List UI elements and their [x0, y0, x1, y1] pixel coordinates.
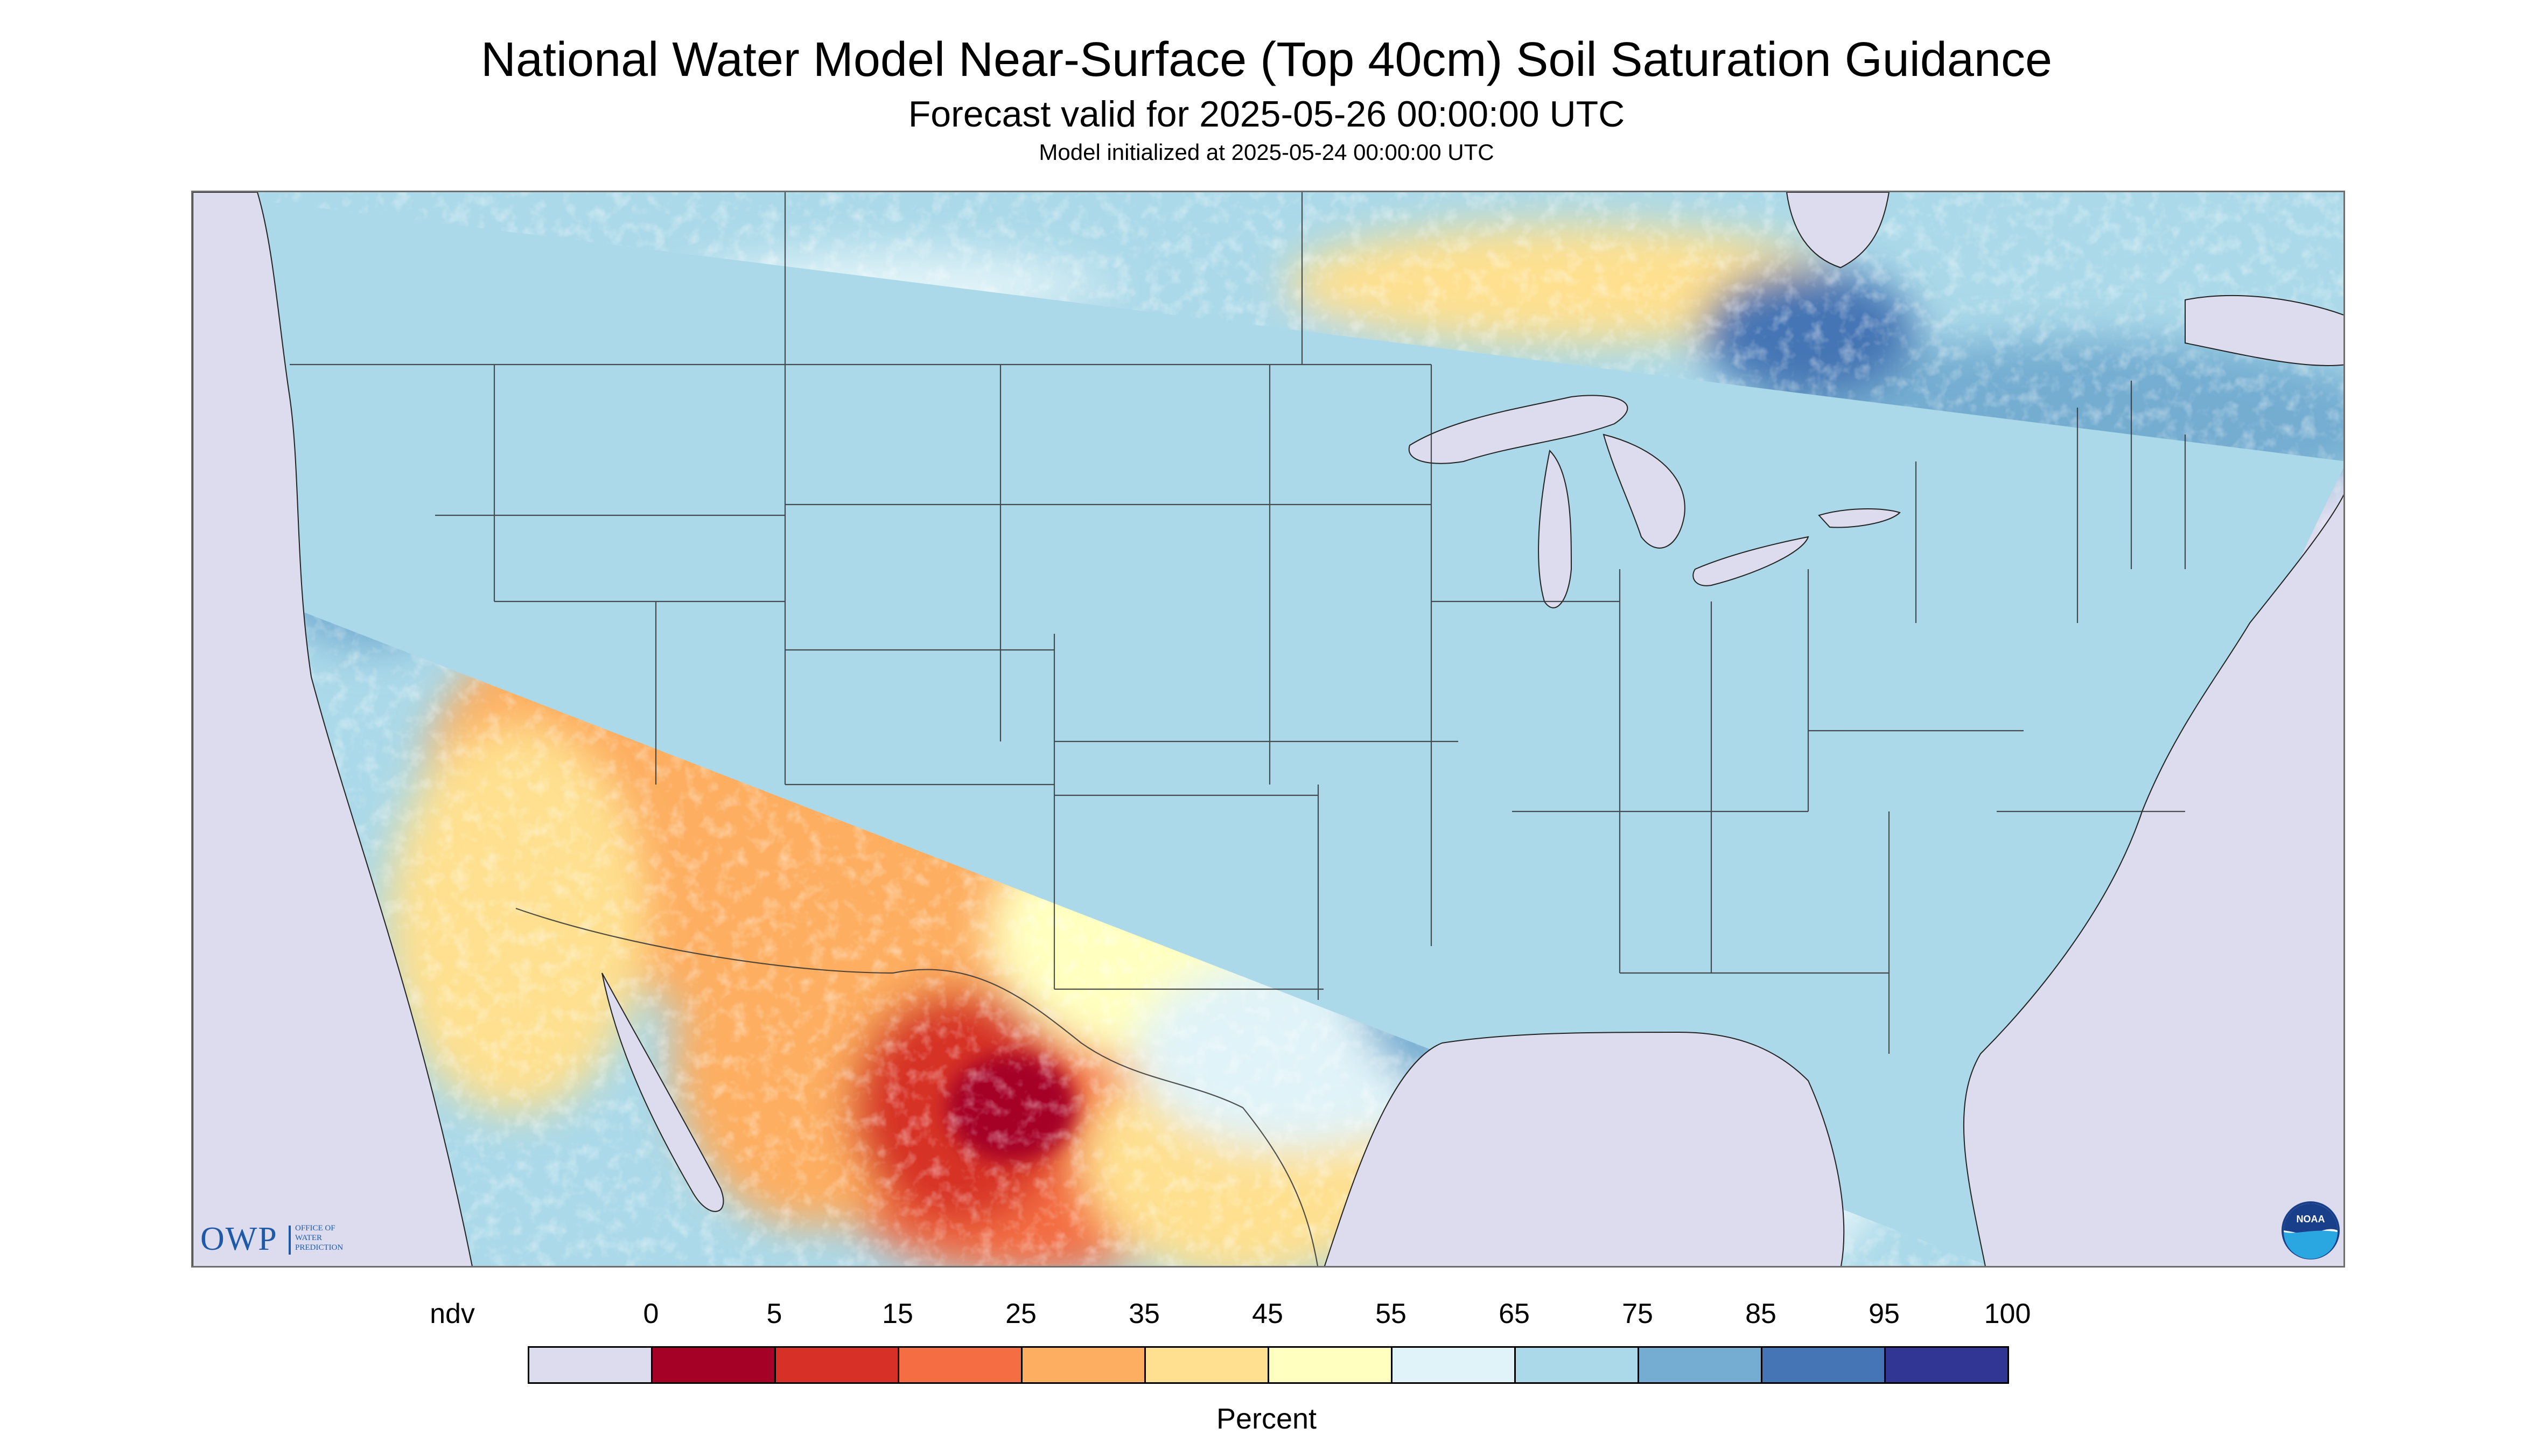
soil-saturation-map [191, 191, 2345, 1268]
colorbar-tick-15: 15 [882, 1298, 913, 1329]
owp-subtitle: OFFICE OF WATER PREDICTION [295, 1223, 376, 1252]
colorbar-swatch-35-45 [1144, 1346, 1269, 1384]
colorbar-tick-65: 65 [1499, 1298, 1530, 1329]
colorbar-swatch-65-75 [1514, 1346, 1639, 1384]
political-boundaries [290, 192, 2186, 1266]
model-initialized-note: Model initialized at 2025-05-24 00:00:00… [1039, 139, 1494, 165]
colorbar-legend: ndv 0 5 15 25 35 45 55 65 75 85 95 100 Percent [0, 1292, 2533, 1454]
owp-divider [289, 1226, 291, 1255]
map-canvas [193, 192, 2343, 1266]
owp-line2: WATER [295, 1234, 322, 1242]
colorbar-tick-25: 25 [1005, 1298, 1037, 1329]
colorbar-tick-75: 75 [1622, 1298, 1653, 1329]
colorbar-swatch-15-25 [898, 1346, 1023, 1384]
colorbar-swatch-45-55 [1268, 1346, 1393, 1384]
owp-line3: PREDICTION [295, 1243, 344, 1252]
colorbar-tick-45: 45 [1252, 1298, 1283, 1329]
colorbar-tick-35: 35 [1129, 1298, 1160, 1329]
colorbar-swatch-5-15 [774, 1346, 899, 1384]
owp-logo: OWP OFFICE OF WATER PREDICTION [200, 1222, 373, 1261]
colorbar-tick-ndv: ndv [430, 1298, 475, 1329]
colorbar-title: Percent [1216, 1403, 1317, 1435]
colorbar-tick-0: 0 [643, 1298, 659, 1329]
owp-wordmark: OWP [200, 1221, 278, 1257]
owp-line1: OFFICE OF [295, 1224, 335, 1233]
colorbar-swatch-25-35 [1021, 1346, 1146, 1384]
colorbar-swatch-0-5 [651, 1346, 776, 1384]
colorbar-swatch-ndv [528, 1346, 653, 1384]
colorbar-tick-100: 100 [1984, 1298, 2031, 1329]
colorbar-tick-85: 85 [1745, 1298, 1776, 1329]
map-title: National Water Model Near-Surface (Top 4… [480, 33, 2052, 87]
colorbar-swatch-75-85 [1638, 1346, 1762, 1384]
water-bodies [193, 192, 2343, 1266]
colorbar-tick-5: 5 [766, 1298, 782, 1329]
colorbar-swatch-95-100 [1884, 1346, 2009, 1384]
colorbar-swatch-55-65 [1391, 1346, 1516, 1384]
colorbar-tick-95: 95 [1869, 1298, 1900, 1329]
noaa-logo-icon: NOAA [2281, 1201, 2340, 1260]
noaa-label: NOAA [2297, 1214, 2325, 1224]
colorbar-swatch-85-95 [1761, 1346, 1886, 1384]
colorbar-tick-55: 55 [1375, 1298, 1407, 1329]
forecast-valid-subtitle: Forecast valid for 2025-05-26 00:00:00 U… [908, 94, 1625, 135]
